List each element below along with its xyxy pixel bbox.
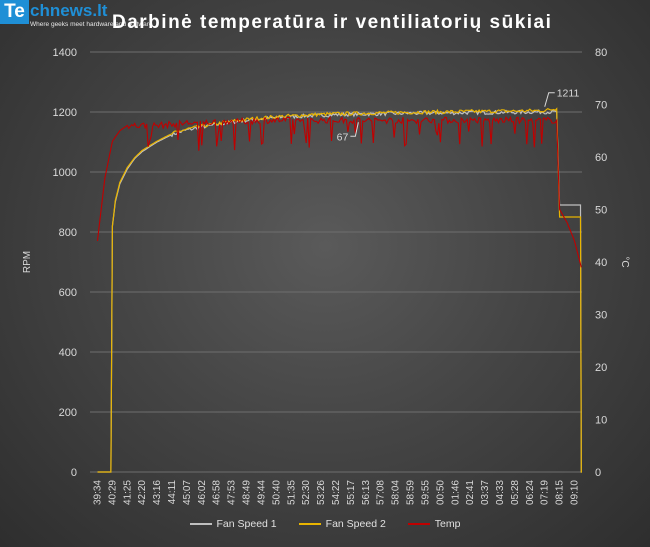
y-tick-label: 400 [59, 347, 77, 359]
y-tick-label: 600 [59, 287, 77, 299]
x-tick-label: 58:04 [391, 480, 402, 505]
x-tick-label: 54:22 [331, 480, 342, 505]
y2-tick-label: 20 [595, 362, 607, 374]
x-tick-label: 59:55 [420, 480, 431, 505]
legend-item: Temp [407, 518, 461, 530]
chart-title: Darbinė temperatūra ir ventiliatorių sūk… [112, 12, 553, 33]
x-tick-label: 57:08 [376, 480, 387, 505]
x-tick-label: 51:35 [286, 480, 297, 505]
x-tick-label: 04:33 [495, 480, 506, 505]
legend-swatch [189, 523, 212, 525]
chart-legend: Fan Speed 1 Fan Speed 2 Temp [0, 518, 650, 530]
y-axis-title: RPM [22, 251, 33, 273]
x-tick-label: 50:40 [271, 480, 282, 505]
logo-tagline: Where geeks meet hardware and software [30, 21, 153, 28]
legend-label: Temp [434, 518, 461, 530]
x-tick-label: 43:16 [152, 480, 163, 505]
x-tick-label: 46:58 [212, 480, 223, 505]
y2-tick-label: 50 [595, 205, 607, 217]
x-tick-label: 00:50 [435, 480, 446, 505]
y-tick-label: 800 [59, 227, 77, 239]
x-tick-label: 03:37 [480, 480, 491, 505]
x-tick-label: 48:49 [242, 480, 253, 505]
y2-tick-label: 40 [595, 257, 607, 269]
x-tick-label: 58:59 [406, 480, 417, 505]
x-tick-label: 49:44 [256, 480, 267, 505]
y2-tick-label: 60 [595, 152, 607, 164]
y2-tick-label: 30 [595, 310, 607, 322]
fan-speed-2-line [97, 107, 582, 473]
x-tick-label: 45:07 [182, 480, 193, 505]
legend-swatch [298, 523, 321, 525]
data-label: 1211 [557, 88, 580, 100]
legend-item: Fan Speed 2 [298, 518, 386, 530]
logo-badge: Te [0, 0, 29, 24]
x-tick-label: 09:10 [570, 480, 581, 505]
y2-tick-label: 70 [595, 100, 607, 112]
x-tick-label: 08:15 [555, 480, 566, 505]
x-tick-label: 56:13 [361, 480, 372, 505]
y-tick-label: 1000 [53, 167, 77, 179]
x-tick-label: 40:29 [107, 480, 118, 505]
data-label: 67 [337, 131, 349, 143]
technews-logo: Te chnews.lt Where geeks meet hardware a… [0, 0, 152, 32]
y2-axis-title: °C [619, 256, 630, 267]
x-tick-label: 52:30 [301, 480, 312, 505]
x-tick-label: 53:26 [316, 480, 327, 505]
legend-swatch [407, 523, 430, 525]
y-tick-label: 200 [59, 407, 77, 419]
temp-line [96, 115, 582, 268]
x-tick-label: 02:41 [465, 480, 476, 505]
y-tick-label: 1200 [53, 107, 77, 119]
y2-tick-label: 0 [595, 467, 601, 479]
legend-item: Fan Speed 1 [189, 518, 277, 530]
x-tick-label: 41:25 [122, 480, 133, 505]
x-tick-label: 39:34 [92, 480, 103, 505]
x-tick-label: 46:02 [197, 480, 208, 505]
logo-wordmark: chnews.lt [30, 1, 108, 20]
x-tick-label: 01:46 [450, 480, 461, 505]
legend-label: Fan Speed 1 [216, 518, 277, 530]
x-tick-label: 44:11 [167, 480, 178, 505]
x-tick-label: 42:20 [137, 480, 148, 505]
y-tick-label: 0 [71, 467, 77, 479]
legend-label: Fan Speed 2 [325, 518, 386, 530]
y2-tick-label: 80 [595, 47, 607, 59]
x-tick-label: 07:19 [540, 480, 551, 505]
callout-leader [350, 122, 359, 137]
x-tick-label: 55:17 [346, 480, 357, 505]
callout-leader [544, 92, 555, 107]
fan-speed-1-line [97, 109, 582, 473]
y2-tick-label: 10 [595, 415, 607, 427]
y-tick-label: 1400 [53, 47, 77, 59]
x-tick-label: 06:24 [525, 480, 536, 505]
x-tick-label: 47:53 [227, 480, 238, 505]
x-tick-label: 05:28 [510, 480, 521, 505]
